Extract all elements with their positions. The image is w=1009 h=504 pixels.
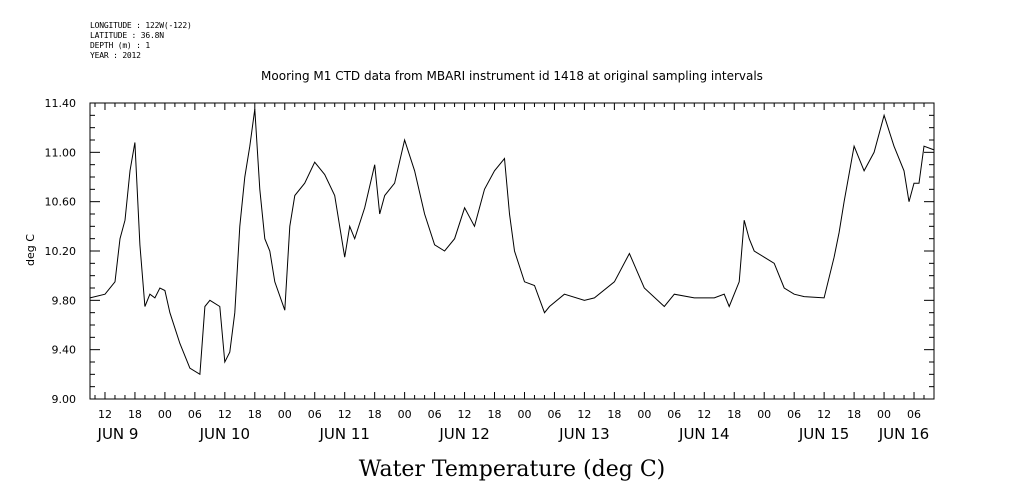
x-tick-label: 18	[248, 408, 262, 421]
x-tick-label: 18	[368, 408, 382, 421]
y-tick-label: 10.20	[45, 245, 77, 258]
x-axis-label: Water Temperature (deg C)	[359, 457, 666, 482]
y-tick-label: 11.00	[45, 146, 77, 159]
x-tick-label: 00	[877, 408, 891, 421]
y-tick-label: 10.60	[45, 196, 77, 209]
latitude-label: LATITUDE : 36.8N	[90, 31, 164, 40]
depth-label: DEPTH (m) : 1	[90, 41, 151, 50]
x-tick-label: 06	[907, 408, 921, 421]
day-label: JUN 11	[318, 425, 369, 443]
plot-frame	[89, 102, 935, 400]
x-tick-label: 06	[547, 408, 561, 421]
x-tick-label: 18	[128, 408, 142, 421]
day-label: JUN 14	[678, 425, 729, 443]
longitude-label: LONGITUDE : 122W(-122)	[90, 21, 192, 30]
axis-ticks	[90, 102, 934, 400]
x-tick-label: 12	[697, 408, 711, 421]
x-tick-label: 06	[188, 408, 202, 421]
day-label: JUN 15	[798, 425, 849, 443]
metadata-block: LONGITUDE : 122W(-122) LATITUDE : 36.8N …	[90, 21, 192, 61]
x-tick-label: 12	[98, 408, 112, 421]
x-tick-label: 12	[458, 408, 472, 421]
x-tick-label: 00	[158, 408, 172, 421]
day-label: JUN 16	[878, 425, 929, 443]
x-tick-label: 06	[667, 408, 681, 421]
x-tick-label: 06	[787, 408, 801, 421]
x-tick-label: 12	[577, 408, 591, 421]
x-tick-label: 18	[488, 408, 502, 421]
x-tick-label: 12	[338, 408, 352, 421]
x-tick-label: 12	[817, 408, 831, 421]
y-axis-label: deg C	[24, 234, 37, 266]
y-tick-label: 9.40	[52, 344, 77, 357]
x-tick-label: 06	[428, 408, 442, 421]
x-tick-label: 00	[278, 408, 292, 421]
day-label: JUN 9	[97, 425, 139, 443]
x-tick-label: 00	[757, 408, 771, 421]
axis-tick-labels: 12 18 00 06 12 18 00 06 12 18 00 06 12 18 00 06 12 18 00 06…	[45, 97, 930, 443]
chart-title: Mooring M1 CTD data from MBARI instrumen…	[261, 69, 763, 83]
x-tick-label: 18	[607, 408, 621, 421]
x-tick-label: 18	[847, 408, 861, 421]
x-tick-label: 00	[517, 408, 531, 421]
day-label: JUN 13	[558, 425, 609, 443]
x-tick-label: 00	[637, 408, 651, 421]
x-tick-label: 18	[727, 408, 741, 421]
day-label: JUN 10	[199, 425, 250, 443]
x-tick-label: 00	[398, 408, 412, 421]
year-label: YEAR : 2012	[90, 51, 141, 60]
x-tick-label: 06	[308, 408, 322, 421]
y-tick-label: 11.40	[45, 97, 77, 110]
series-line	[89, 109, 935, 376]
y-tick-label: 9.00	[52, 393, 77, 406]
y-tick-label: 9.80	[52, 294, 77, 307]
day-label: JUN 12	[438, 425, 489, 443]
x-tick-label: 12	[218, 408, 232, 421]
